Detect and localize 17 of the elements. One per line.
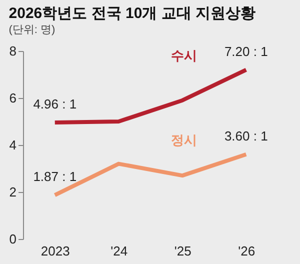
data-label: 4.96 : 1	[33, 96, 77, 112]
x-tick-label: '25	[174, 244, 192, 258]
chart-title: 2026학년도 전국 10개 교대 지원상황	[8, 5, 256, 22]
y-tick-label: 8	[9, 44, 16, 58]
chart-subtitle: (단위: 명)	[8, 24, 56, 36]
data-label: 1.87 : 1	[33, 169, 77, 184]
y-tick-label: 4	[9, 138, 16, 152]
series-label: 정시	[171, 132, 198, 148]
text: 수시	[171, 48, 198, 63]
x-tick-label: '24	[110, 244, 128, 258]
x-tick-label: '26	[238, 244, 256, 258]
data-label: 7.20 : 1	[224, 44, 268, 59]
y-tick-label: 0	[9, 232, 16, 246]
x-tick-label: 2023	[40, 244, 70, 258]
y-tick-label: 2	[9, 184, 16, 200]
y-tick-label: 6	[9, 90, 16, 106]
data-label: 3.60 : 1	[224, 128, 268, 144]
